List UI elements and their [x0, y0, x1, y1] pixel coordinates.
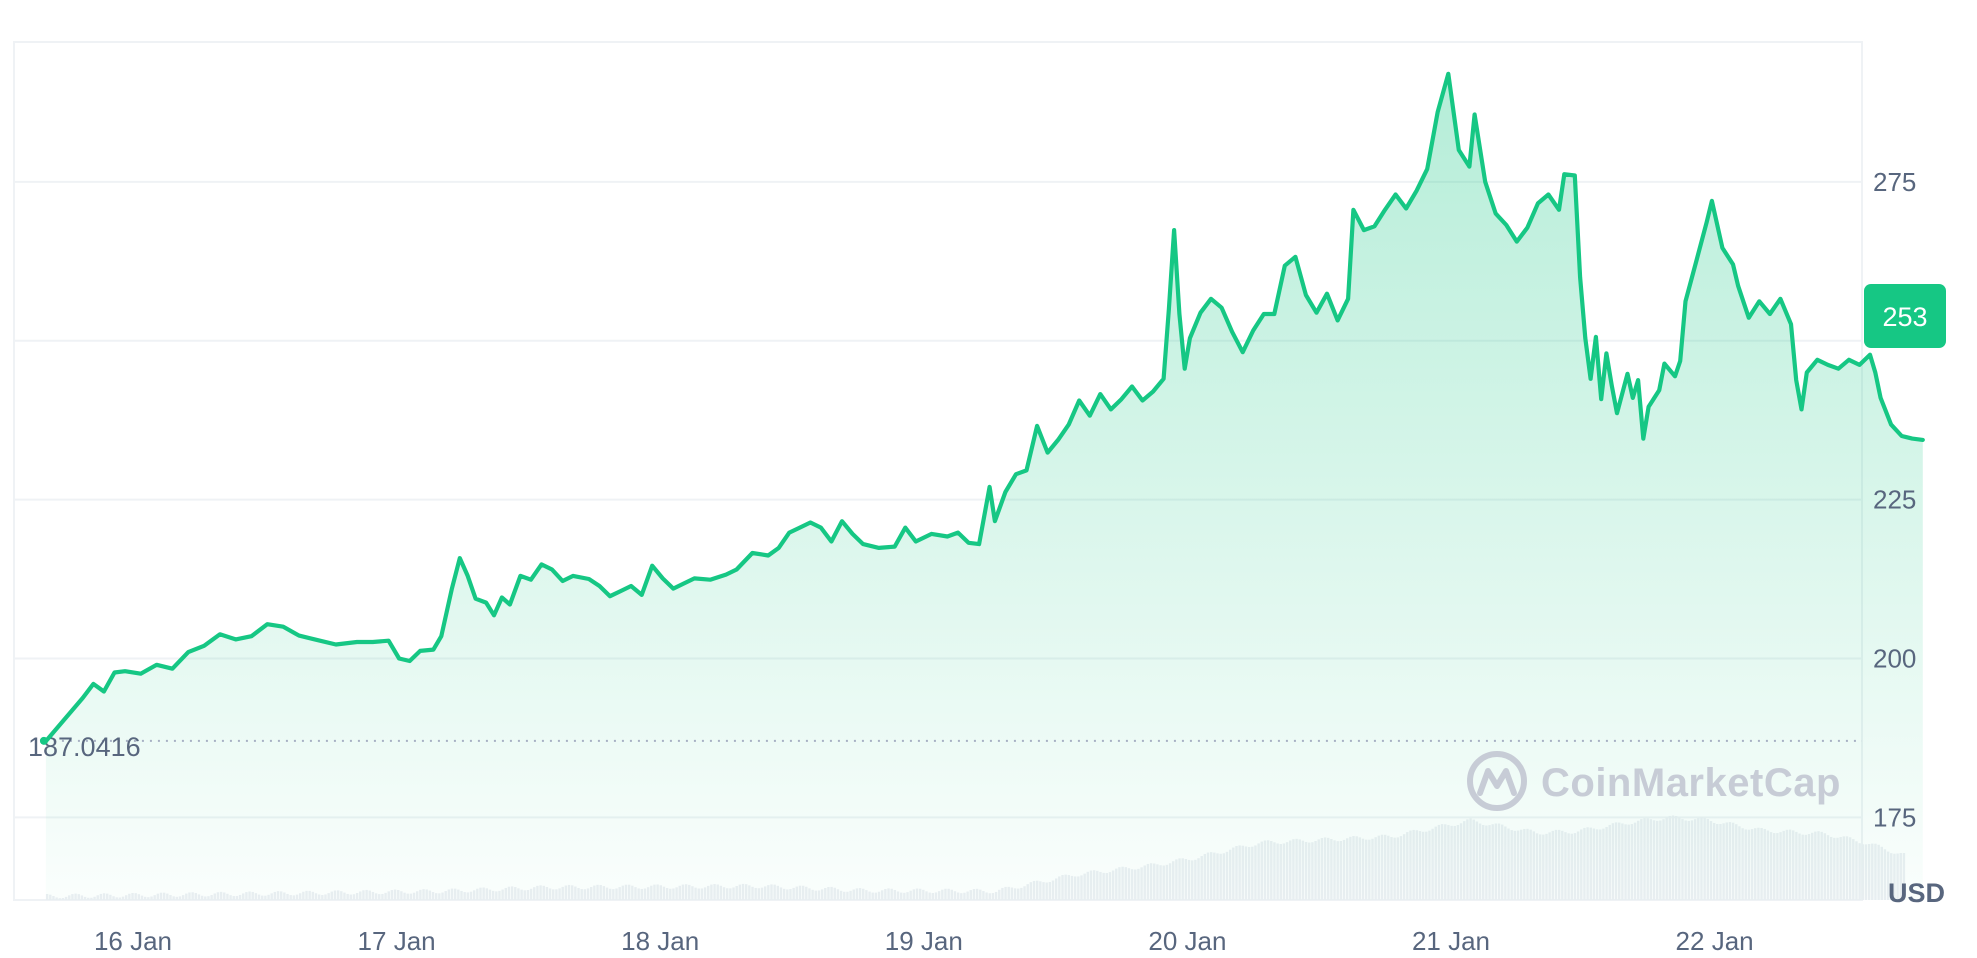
current-price-label: 253	[1882, 302, 1927, 332]
price-line-group	[43, 71, 1925, 744]
x-tick-label: 18 Jan	[621, 926, 699, 953]
x-tick-label: 20 Jan	[1148, 926, 1226, 953]
current-price-badge: 253	[1864, 284, 1946, 348]
price-line	[43, 71, 1925, 744]
unit-label: USD	[1888, 878, 1945, 908]
watermark: CoinMarketCap	[1467, 751, 1841, 811]
reference-line-label: 187.0416	[28, 732, 141, 762]
y-tick-label: 175	[1873, 802, 1916, 832]
x-tick-label: 21 Jan	[1412, 926, 1490, 953]
watermark-text: CoinMarketCap	[1541, 761, 1841, 805]
price-area-fill	[45, 73, 1923, 901]
current-price-badge-bg	[1864, 284, 1946, 348]
x-tick-label: 19 Jan	[885, 926, 963, 953]
coinmarketcap-logo-icon	[1467, 751, 1527, 811]
y-tick-label: 225	[1873, 485, 1916, 515]
reference-line-group: 187.0416	[28, 732, 1862, 762]
x-tick-label: 17 Jan	[358, 926, 436, 953]
x-tick-label: 22 Jan	[1676, 926, 1754, 953]
y-tick-label: 275	[1873, 167, 1916, 197]
y-axis-ticks: 175 200 225 275	[1873, 167, 1916, 833]
y-tick-label: 200	[1873, 643, 1916, 673]
price-area	[45, 73, 1923, 901]
x-tick-label: 16 Jan	[94, 926, 172, 953]
x-axis-ticks: 16 Jan 17 Jan 18 Jan 19 Jan 20 Jan 21 Jan 22 J…	[94, 926, 1754, 956]
